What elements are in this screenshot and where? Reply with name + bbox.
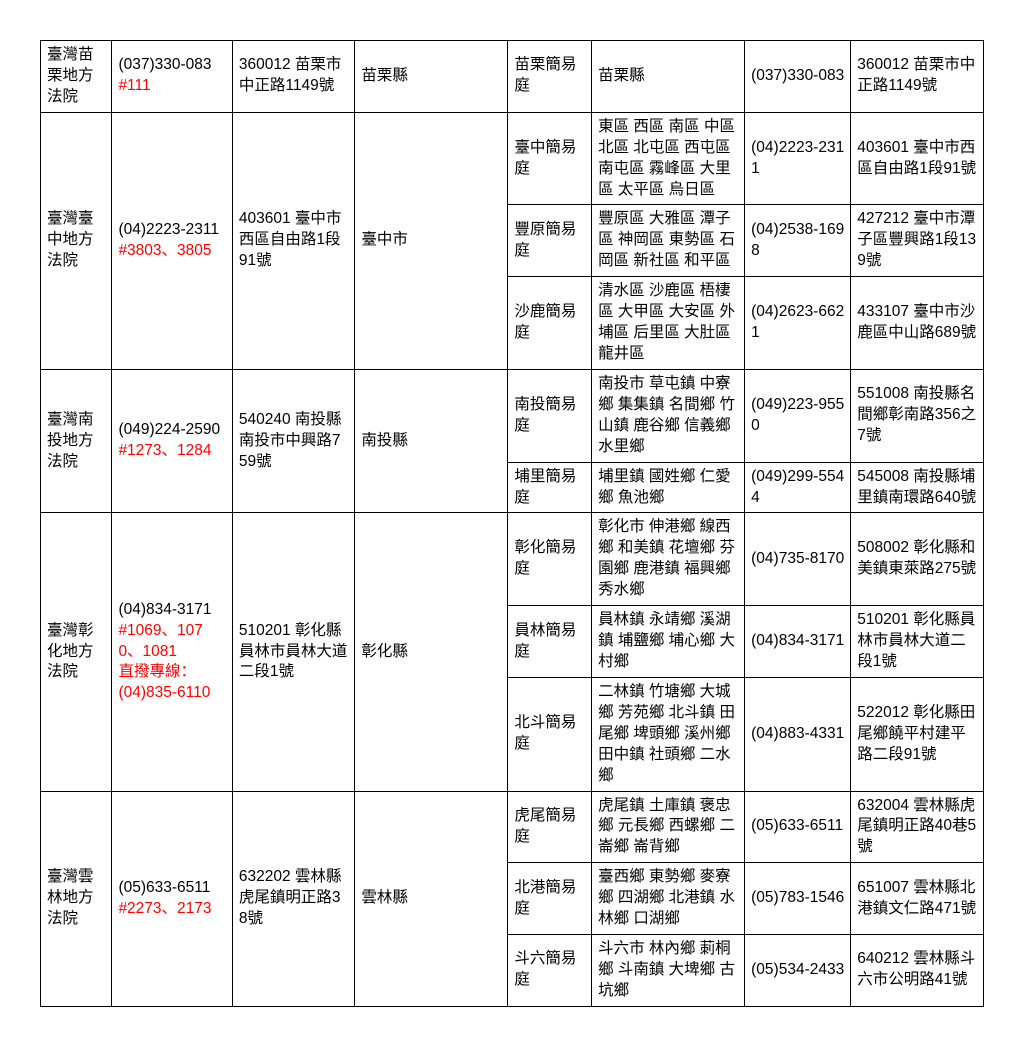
branch-name: 沙鹿簡易庭 [508,277,592,370]
branch-address: 651007 雲林縣北港鎮文仁路471號 [851,863,984,935]
branch-area: 苗栗縣 [592,41,745,113]
branch-address: 508002 彰化縣和美鎮東萊路275號 [851,513,984,606]
table-row: 臺灣苗栗地方法院(037)330-083#111360012 苗栗市中正路114… [41,41,984,113]
branch-name: 員林簡易庭 [508,606,592,678]
branch-phone: (04)834-3171 [745,606,851,678]
branch-area: 二林鎮 竹塘鄉 大城鄉 芳苑鄉 北斗鎮 田尾鄉 埤頭鄉 溪州鄉 田中鎮 社頭鄉 … [592,677,745,791]
table-row: 臺灣南投地方法院(049)224-2590#1273、1284540240 南投… [41,369,984,462]
branch-name: 臺中簡易庭 [508,112,592,205]
branch-address: 427212 臺中市潭子區豐興路1段139號 [851,205,984,277]
extension: #1069、1070、1081 [118,622,202,660]
branch-phone: (04)2223-2311 [745,112,851,205]
extension: #111 [118,77,150,94]
branch-phone: (04)735-8170 [745,513,851,606]
branch-phone: (05)534-2433 [745,935,851,1007]
table-row: 臺灣雲林地方法院(05)633-6511#2273、2173632202 雲林縣… [41,791,984,863]
branch-address: 640212 雲林縣斗六市公明路41號 [851,935,984,1007]
court-phone: (037)330-083#111 [112,41,232,113]
court-phone: (05)633-6511#2273、2173 [112,791,232,1006]
branch-name: 南投簡易庭 [508,369,592,462]
branch-name: 虎尾簡易庭 [508,791,592,863]
branch-address: 403601 臺中市西區自由路1段91號 [851,112,984,205]
court-address: 540240 南投縣南投市中興路759號 [232,369,354,513]
court-name: 臺灣苗栗地方法院 [41,41,112,113]
branch-area: 員林鎮 永靖鄉 溪湖鎮 埔鹽鄉 埔心鄉 大村鄉 [592,606,745,678]
court-table: 臺灣苗栗地方法院(037)330-083#111360012 苗栗市中正路114… [40,40,984,1007]
branch-phone: (049)223-9550 [745,369,851,462]
branch-address: 433107 臺中市沙鹿區中山路689號 [851,277,984,370]
county: 南投縣 [355,369,508,513]
branch-address: 545008 南投縣埔里鎮南環路640號 [851,462,984,513]
branch-area: 南投市 草屯鎮 中寮鄉 集集鎮 名間鄉 竹山鎮 鹿谷鄉 信義鄉 水里鄉 [592,369,745,462]
court-name: 臺灣臺中地方法院 [41,112,112,369]
branch-area: 清水區 沙鹿區 梧棲區 大甲區 大安區 外埔區 后里區 大肚區 龍井區 [592,277,745,370]
extension: #2273、2173 [118,900,211,917]
branch-name: 斗六簡易庭 [508,935,592,1007]
county: 彰化縣 [355,513,508,791]
court-address: 360012 苗栗市中正路1149號 [232,41,354,113]
branch-phone: (04)2623-6621 [745,277,851,370]
branch-area: 彰化市 伸港鄉 線西鄉 和美鎮 花壇鄉 芬園鄉 鹿港鎮 福興鄉 秀水鄉 [592,513,745,606]
county: 雲林縣 [355,791,508,1006]
branch-area: 虎尾鎮 土庫鎮 褒忠鄉 元長鄉 西螺鄉 二崙鄉 崙背鄉 [592,791,745,863]
branch-name: 苗栗簡易庭 [508,41,592,113]
branch-area: 東區 西區 南區 中區 北區 北屯區 西屯區 南屯區 霧峰區 大里區 太平區 烏… [592,112,745,205]
branch-address: 510201 彰化縣員林市員林大道二段1號 [851,606,984,678]
court-name: 臺灣南投地方法院 [41,369,112,513]
branch-phone: (05)783-1546 [745,863,851,935]
branch-area: 埔里鎮 國姓鄉 仁愛鄉 魚池鄉 [592,462,745,513]
court-name: 臺灣雲林地方法院 [41,791,112,1006]
branch-area: 斗六市 林內鄉 莿桐鄉 斗南鎮 大埤鄉 古坑鄉 [592,935,745,1007]
branch-address: 360012 苗栗市中正路1149號 [851,41,984,113]
branch-phone: (04)883-4331 [745,677,851,791]
table-row: 臺灣臺中地方法院(04)2223-2311#3803、3805403601 臺中… [41,112,984,205]
extension: #1273、1284 [118,442,211,459]
branch-phone: (037)330-083 [745,41,851,113]
branch-name: 埔里簡易庭 [508,462,592,513]
branch-phone: (049)299-5544 [745,462,851,513]
court-address: 632202 雲林縣虎尾鎮明正路38號 [232,791,354,1006]
extension: #3803、3805 [118,242,211,259]
court-address: 403601 臺中市西區自由路1段91號 [232,112,354,369]
branch-area: 豐原區 大雅區 潭子區 神岡區 東勢區 石岡區 新社區 和平區 [592,205,745,277]
branch-name: 北斗簡易庭 [508,677,592,791]
court-phone: (04)834-3171#1069、1070、1081直撥專線：(04)835-… [112,513,232,791]
court-address: 510201 彰化縣員林市員林大道二段1號 [232,513,354,791]
branch-address: 522012 彰化縣田尾鄉饒平村建平路二段91號 [851,677,984,791]
branch-address: 632004 雲林縣虎尾鎮明正路40巷5號 [851,791,984,863]
county: 臺中市 [355,112,508,369]
branch-phone: (05)633-6511 [745,791,851,863]
branch-name: 北港簡易庭 [508,863,592,935]
court-phone: (04)2223-2311#3803、3805 [112,112,232,369]
branch-name: 彰化簡易庭 [508,513,592,606]
branch-name: 豐原簡易庭 [508,205,592,277]
court-name: 臺灣彰化地方法院 [41,513,112,791]
branch-address: 551008 南投縣名間鄉彰南路356之7號 [851,369,984,462]
county: 苗栗縣 [355,41,508,113]
branch-phone: (04)2538-1698 [745,205,851,277]
branch-area: 臺西鄉 東勢鄉 麥寮鄉 四湖鄉 北港鎮 水林鄉 口湖鄉 [592,863,745,935]
table-row: 臺灣彰化地方法院(04)834-3171#1069、1070、1081直撥專線：… [41,513,984,606]
court-phone: (049)224-2590#1273、1284 [112,369,232,513]
